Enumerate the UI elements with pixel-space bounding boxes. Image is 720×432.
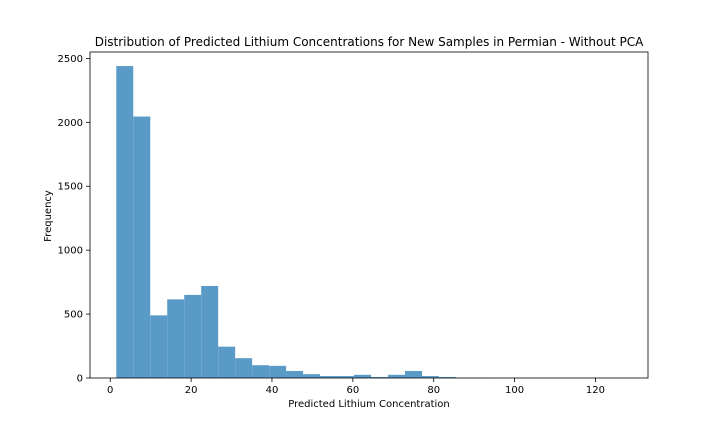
x-tick-label: 40 (266, 385, 279, 396)
y-tick-label: 0 (77, 374, 83, 385)
x-tick-label: 80 (427, 385, 440, 396)
histogram-bar-4 (184, 294, 202, 378)
y-axis-label: Frequency (43, 190, 54, 242)
histogram-bar-14 (354, 374, 372, 378)
histogram-bar-0 (116, 66, 134, 378)
histogram-bar-10 (286, 370, 304, 378)
histogram-bar-16 (388, 374, 405, 378)
histogram-bar-18 (421, 376, 439, 378)
x-axis-ticks: 0 20 40 60 80 100 120 (107, 378, 605, 396)
chart-title: Distribution of Predicted Lithium Concen… (95, 35, 644, 49)
x-tick-label: 60 (346, 385, 359, 396)
y-axis-ticks: 0 500 1000 1500 2000 2500 (58, 54, 90, 385)
histogram-bar-2 (150, 315, 168, 378)
histogram-bar-6 (218, 346, 236, 378)
y-tick-label: 1000 (58, 246, 83, 257)
histogram-bar-9 (269, 365, 287, 378)
histogram-bar-8 (252, 365, 270, 378)
bars-group (116, 66, 626, 378)
y-tick-label: 2500 (58, 54, 83, 65)
histogram-bar-7 (235, 358, 253, 378)
histogram-bar-5 (201, 285, 219, 378)
histogram-bar-12 (320, 376, 338, 378)
x-tick-label: 20 (185, 385, 198, 396)
y-tick-label: 1500 (58, 182, 83, 193)
histogram-bar-13 (337, 376, 355, 378)
histogram-bar-19 (438, 376, 456, 378)
histogram-bar-17 (404, 370, 422, 378)
y-tick-label: 500 (64, 310, 83, 321)
y-tick-label: 2000 (58, 118, 83, 129)
x-axis-label: Predicted Lithium Concentration (288, 399, 450, 410)
plot-frame (89, 51, 649, 379)
histogram-bar-11 (303, 374, 321, 378)
histogram-bar-15 (371, 376, 388, 378)
histogram-bar-3 (167, 299, 185, 378)
x-tick-label: 0 (107, 385, 113, 396)
x-tick-label: 100 (505, 385, 524, 396)
histogram-bar-1 (133, 116, 151, 378)
x-tick-label: 120 (586, 385, 605, 396)
